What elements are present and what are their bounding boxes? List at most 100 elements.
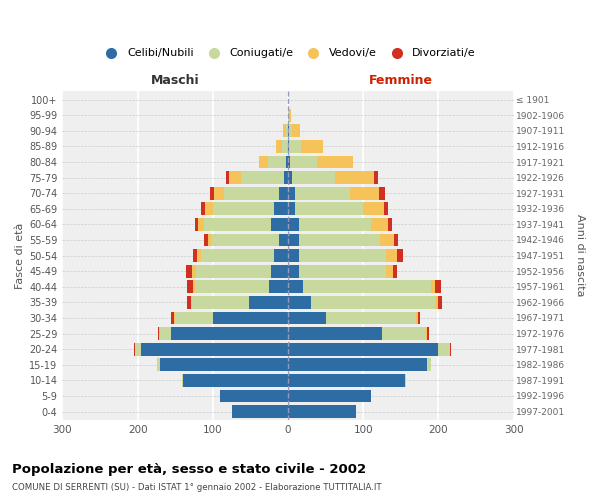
Bar: [160, 327, 172, 340]
Bar: [288, 312, 326, 324]
Bar: [173, 312, 175, 324]
Bar: [282, 140, 288, 153]
Bar: [418, 312, 420, 324]
Bar: [175, 312, 213, 324]
Bar: [289, 140, 301, 153]
Bar: [384, 202, 388, 215]
Bar: [434, 296, 439, 309]
Text: Popolazione per età, sesso e stato civile - 2002: Popolazione per età, sesso e stato civil…: [12, 462, 366, 475]
Bar: [386, 265, 393, 278]
Bar: [379, 187, 385, 200]
Bar: [363, 202, 384, 215]
Bar: [388, 218, 392, 231]
Bar: [335, 171, 374, 184]
Bar: [289, 124, 292, 137]
Bar: [172, 327, 288, 340]
Bar: [274, 249, 288, 262]
Bar: [195, 218, 199, 231]
Bar: [288, 218, 299, 231]
Bar: [271, 218, 288, 231]
Bar: [205, 202, 213, 215]
Bar: [434, 280, 440, 293]
Bar: [279, 187, 288, 200]
Bar: [193, 296, 249, 309]
Bar: [269, 280, 288, 293]
Bar: [299, 218, 371, 231]
Bar: [197, 249, 201, 262]
Bar: [427, 358, 431, 371]
Bar: [397, 249, 403, 262]
Bar: [271, 265, 288, 278]
Bar: [288, 280, 303, 293]
Bar: [288, 343, 439, 355]
Bar: [241, 171, 284, 184]
Bar: [288, 327, 382, 340]
Bar: [292, 124, 300, 137]
Bar: [196, 280, 269, 293]
Bar: [288, 140, 289, 153]
Bar: [157, 358, 160, 371]
Bar: [386, 249, 397, 262]
Y-axis label: Anni di nascita: Anni di nascita: [575, 214, 585, 297]
Bar: [295, 187, 350, 200]
Bar: [187, 265, 193, 278]
Bar: [299, 249, 386, 262]
Bar: [142, 343, 288, 355]
Bar: [213, 202, 274, 215]
Bar: [416, 312, 418, 324]
Text: Maschi: Maschi: [151, 74, 199, 87]
Bar: [183, 374, 288, 387]
Bar: [210, 187, 214, 200]
Bar: [288, 156, 290, 168]
Bar: [279, 234, 288, 246]
Bar: [136, 343, 142, 355]
Bar: [288, 405, 356, 418]
Bar: [299, 234, 380, 246]
Bar: [199, 218, 204, 231]
Bar: [204, 218, 271, 231]
Bar: [449, 343, 451, 355]
Bar: [134, 343, 136, 355]
Bar: [290, 156, 317, 168]
Bar: [295, 202, 363, 215]
Bar: [211, 234, 279, 246]
Bar: [191, 296, 193, 309]
Bar: [268, 156, 286, 168]
Bar: [208, 234, 211, 246]
Bar: [288, 202, 295, 215]
Bar: [274, 202, 288, 215]
Bar: [301, 140, 323, 153]
Bar: [288, 249, 299, 262]
Bar: [193, 280, 196, 293]
Bar: [196, 265, 271, 278]
Bar: [288, 234, 299, 246]
Bar: [427, 327, 428, 340]
Bar: [226, 171, 229, 184]
Bar: [311, 296, 434, 309]
Bar: [288, 187, 295, 200]
Bar: [439, 296, 442, 309]
Bar: [288, 109, 289, 122]
Bar: [193, 265, 196, 278]
Bar: [286, 156, 288, 168]
Bar: [288, 171, 292, 184]
Bar: [259, 156, 268, 168]
Bar: [201, 249, 274, 262]
Bar: [439, 343, 449, 355]
Bar: [288, 265, 299, 278]
Bar: [326, 312, 416, 324]
Bar: [288, 390, 371, 402]
Bar: [404, 374, 406, 387]
Bar: [288, 296, 311, 309]
Bar: [220, 390, 288, 402]
Bar: [204, 234, 208, 246]
Bar: [394, 234, 398, 246]
Bar: [284, 171, 288, 184]
Bar: [431, 280, 434, 293]
Bar: [249, 296, 288, 309]
Bar: [425, 327, 427, 340]
Y-axis label: Fasce di età: Fasce di età: [15, 222, 25, 289]
Bar: [160, 358, 288, 371]
Bar: [187, 280, 193, 293]
Bar: [202, 202, 205, 215]
